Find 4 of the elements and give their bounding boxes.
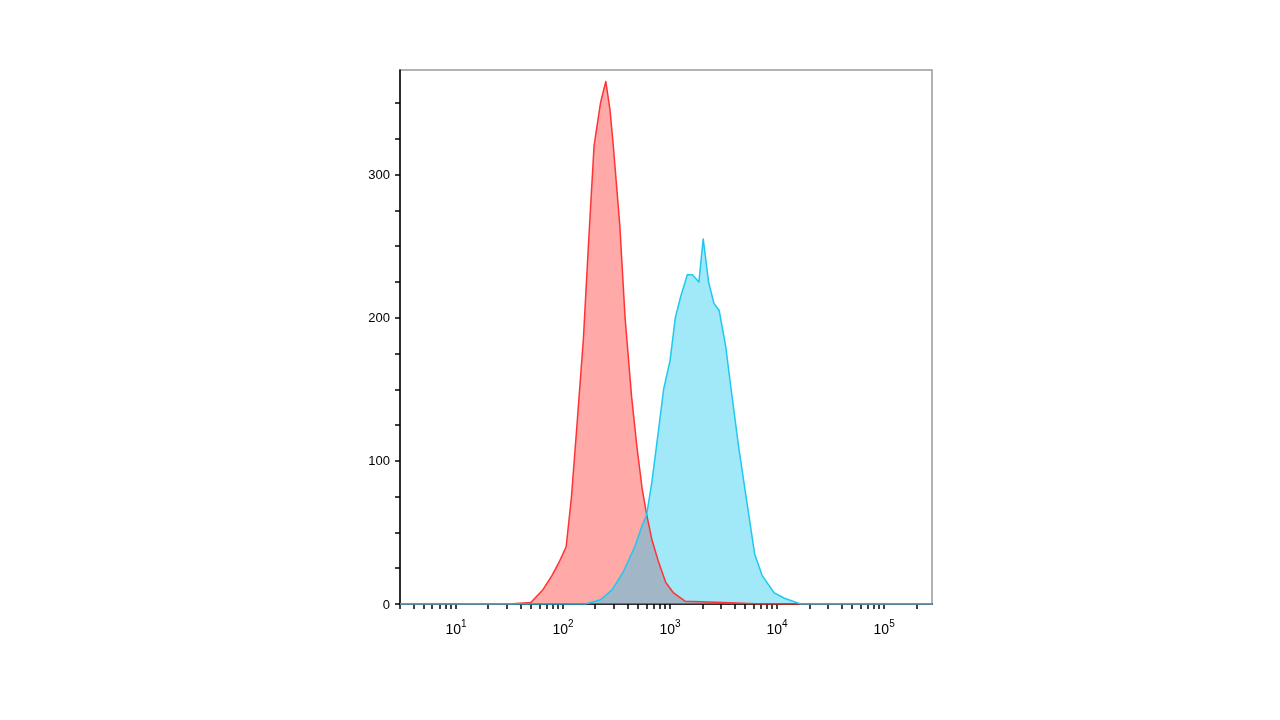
y-tick-label: 100 xyxy=(368,453,390,469)
y-tick-label: 300 xyxy=(368,167,390,183)
y-tick-label: 200 xyxy=(368,310,390,326)
y-tick-label: 0 xyxy=(382,596,390,612)
